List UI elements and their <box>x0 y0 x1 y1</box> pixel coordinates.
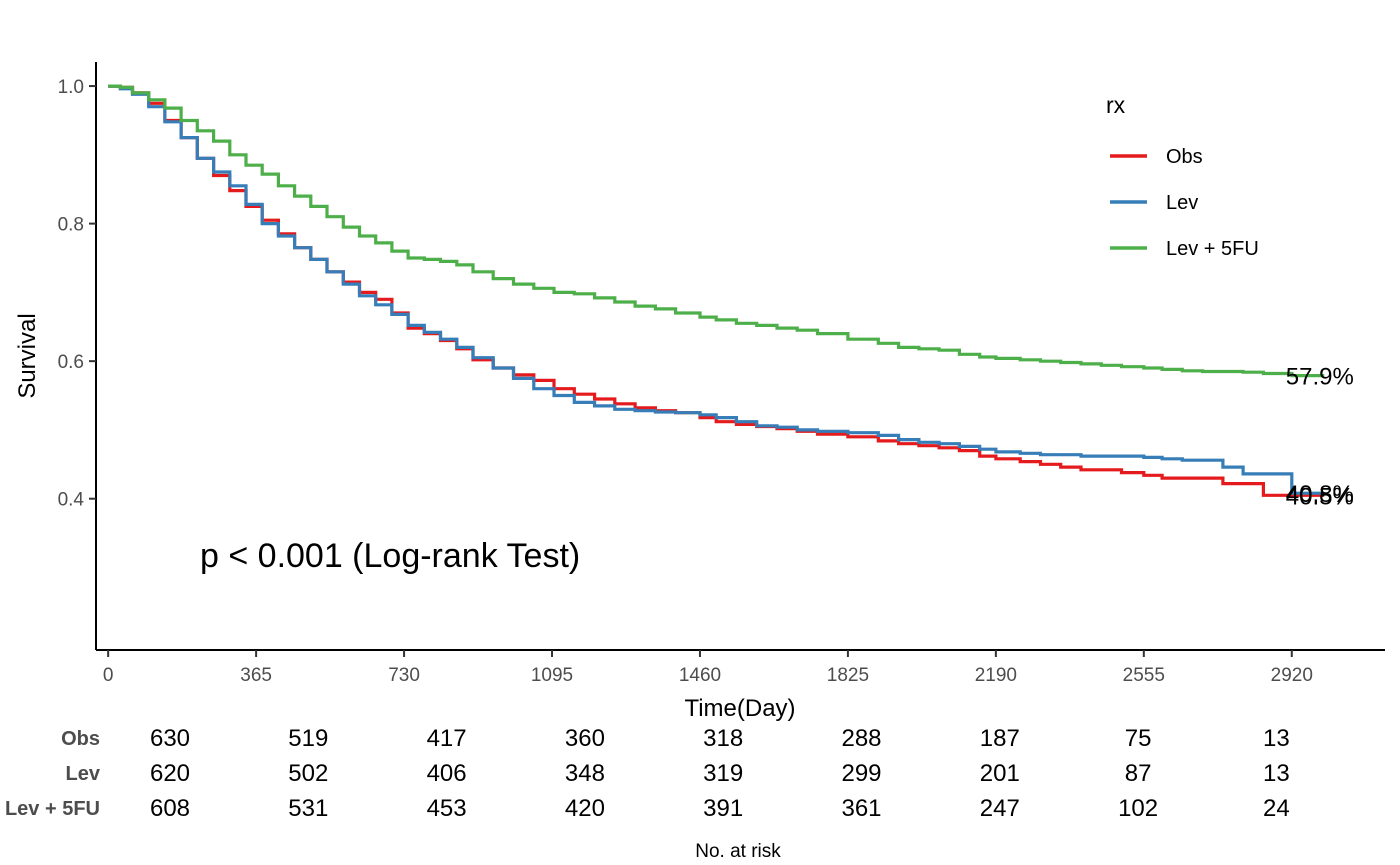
x-ticks: 0 365 730 1095 1460 1825 2190 2555 2920 <box>103 650 1313 686</box>
risk-count: 519 <box>288 725 328 752</box>
x-axis-title: Time(Day) <box>684 695 795 722</box>
curve-lev <box>108 84 1325 495</box>
x-tick-label: 1825 <box>827 665 869 686</box>
x-tick-label: 1460 <box>679 665 721 686</box>
risk-count: 360 <box>565 725 605 752</box>
end-label-obs: 40.5% <box>1286 483 1354 510</box>
risk-count: 420 <box>565 795 605 822</box>
risk-table-caption: No. at risk <box>695 841 781 862</box>
risk-count: 502 <box>288 760 328 787</box>
risk-count: 406 <box>427 760 467 787</box>
risk-count: 87 <box>1125 760 1152 787</box>
x-tick-label: 2920 <box>1271 665 1313 686</box>
risk-count: 288 <box>841 725 881 752</box>
x-tick-label: 2190 <box>975 665 1017 686</box>
curve-lev-5fu <box>108 84 1325 378</box>
risk-count: 201 <box>980 760 1020 787</box>
risk-count: 417 <box>427 725 467 752</box>
y-tick-label: 0.8 <box>58 215 84 236</box>
risk-row-name: Lev + 5FU <box>5 798 100 820</box>
legend-items: Obs Lev Lev + 5FU <box>1110 146 1259 260</box>
risk-count: 13 <box>1263 725 1290 752</box>
end-label-lev-5fu: 57.9% <box>1286 364 1354 391</box>
end-label-lev: 40.8% <box>1286 481 1354 508</box>
p-value-annotation: p < 0.001 (Log-rank Test) <box>200 537 580 575</box>
risk-count: 13 <box>1263 760 1290 787</box>
risk-count: 319 <box>703 760 743 787</box>
x-tick-label: 2555 <box>1123 665 1165 686</box>
risk-table: Obs 630 519 417 360 318 288 187 75 13 Lev 620 502 406… <box>5 725 1290 822</box>
end-labels: 57.9% 40.8%40.5% <box>1286 364 1354 511</box>
risk-count: 299 <box>841 760 881 787</box>
y-ticks: 0.4 0.6 0.8 1.0 <box>58 77 96 511</box>
legend-label: Lev <box>1166 192 1198 214</box>
x-tick-label: 730 <box>388 665 420 686</box>
risk-count: 318 <box>703 725 743 752</box>
risk-row-name: Obs <box>61 728 100 750</box>
legend-label: Lev + 5FU <box>1166 238 1259 260</box>
risk-count: 75 <box>1125 725 1152 752</box>
risk-count: 630 <box>150 725 190 752</box>
risk-row-name: Lev <box>66 763 101 785</box>
risk-count: 453 <box>427 795 467 822</box>
plot-panel: 0.4 0.6 0.8 1.0 0 365 730 1095 1460 1825 2190 2555… <box>58 62 1385 686</box>
y-axis-title: Survival <box>14 313 41 398</box>
risk-count: 620 <box>150 760 190 787</box>
risk-count: 187 <box>980 725 1020 752</box>
risk-count: 608 <box>150 795 190 822</box>
x-tick-label: 1095 <box>531 665 573 686</box>
legend: rx Obs Lev Lev + 5FU <box>1106 92 1259 260</box>
survival-curves <box>108 84 1325 497</box>
risk-count: 391 <box>703 795 743 822</box>
x-tick-label: 365 <box>240 665 272 686</box>
curve-obs <box>108 84 1325 497</box>
y-tick-label: 0.6 <box>58 352 84 373</box>
legend-title: rx <box>1106 92 1126 118</box>
risk-count: 102 <box>1118 795 1158 822</box>
x-tick-label: 0 <box>103 665 114 686</box>
y-tick-label: 0.4 <box>58 490 85 511</box>
risk-count: 24 <box>1263 795 1290 822</box>
risk-count: 348 <box>565 760 605 787</box>
risk-count: 247 <box>980 795 1020 822</box>
risk-count: 531 <box>288 795 328 822</box>
y-tick-label: 1.0 <box>58 77 84 98</box>
risk-count: 361 <box>841 795 881 822</box>
legend-label: Obs <box>1166 146 1203 168</box>
